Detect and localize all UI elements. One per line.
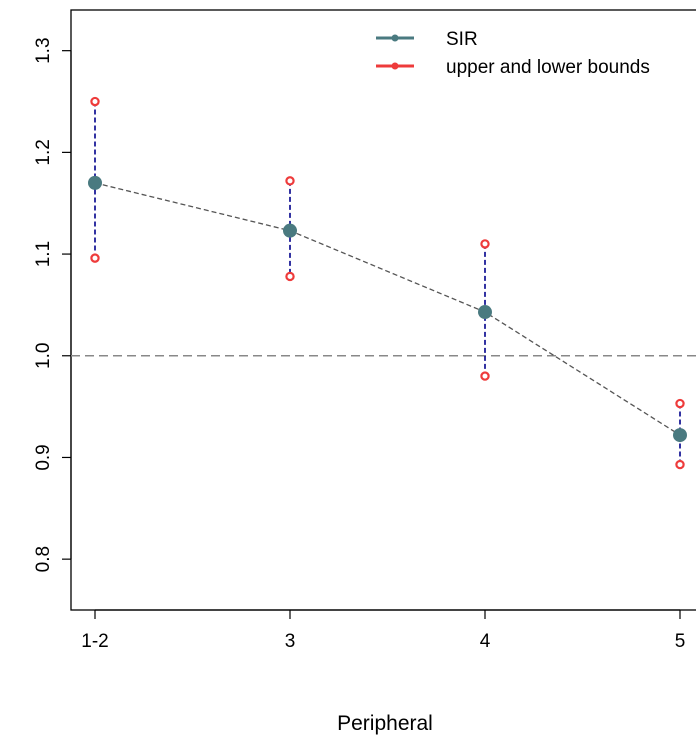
sir-point [673, 428, 687, 443]
interval-group [94, 101, 681, 465]
x-tick-label: 3 [285, 631, 296, 652]
x-tick-label: 1-2 [81, 631, 108, 652]
points-group [88, 96, 687, 470]
y-tick-label: 1.1 [33, 241, 54, 267]
x-axis-title: Peripheral [337, 712, 433, 735]
legend-marker-sir [391, 34, 399, 42]
legend: SIR upper and lower bounds [376, 29, 650, 78]
y-tick-label: 1.2 [33, 139, 54, 165]
lower-bound-point [675, 459, 685, 470]
y-tick-label: 0.8 [33, 546, 54, 572]
lower-bound-point [480, 371, 490, 381]
upper-bound-point [675, 398, 685, 409]
sir-series-line [94, 182, 681, 436]
legend-label-bounds: upper and lower bounds [446, 57, 650, 78]
sir-point [88, 175, 102, 190]
plot-frame [70, 9, 696, 611]
legend-label-sir: SIR [446, 29, 478, 50]
y-tick-label: 1.3 [33, 37, 54, 63]
lower-bound-point [285, 271, 295, 282]
upper-bound-point [480, 239, 490, 249]
lower-bound-point [90, 253, 100, 263]
legend-marker-bounds [391, 62, 399, 70]
y-tick-label: 0.9 [33, 444, 54, 470]
x-tick-label: 5 [675, 631, 686, 652]
y-tick-label: 1.0 [33, 343, 54, 369]
x-tick-label: 4 [480, 631, 491, 652]
upper-bound-point [90, 96, 100, 107]
sir-point [478, 305, 492, 320]
x-axis: 1-2 3 4 5 [81, 609, 686, 652]
y-axis: 0.8 0.9 1.0 1.1 1.2 1.3 [33, 37, 72, 572]
sir-point [283, 223, 297, 238]
upper-bound-point [285, 176, 295, 186]
trend-line-group [94, 182, 681, 436]
